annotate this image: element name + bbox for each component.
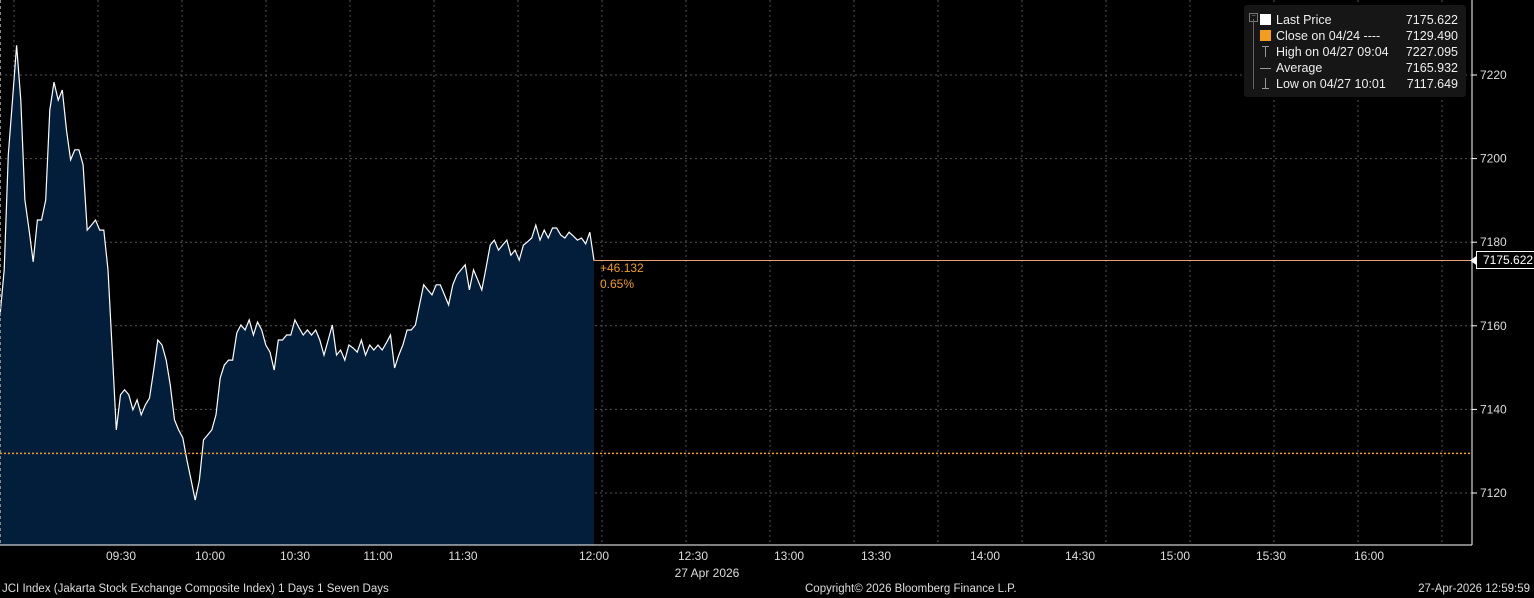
price-line (0, 45, 595, 501)
legend: − Last Price 7175.622 Close on 04/24 ---… (1244, 5, 1466, 97)
footer-timestamp: 27-Apr-2026 12:59:59 (1418, 583, 1530, 595)
low-marker-icon (1262, 78, 1269, 89)
footer-copyright: Copyright© 2026 Bloomberg Finance L.P. (805, 583, 1017, 595)
x-tick-label: 13:00 (774, 549, 804, 563)
legend-value: 7117.649 (1406, 77, 1458, 91)
average-marker-icon (1260, 68, 1271, 69)
x-tick-label: 16:00 (1354, 549, 1384, 563)
legend-value: 7175.622 (1405, 13, 1458, 27)
high-marker-icon (1262, 46, 1269, 57)
legend-label: High on 04/27 09:04 (1276, 45, 1389, 59)
x-tick-label: 11:00 (363, 549, 392, 563)
last-price-tag: 7175.622 (1476, 251, 1534, 269)
x-tick-label: 11:30 (448, 549, 477, 563)
y-tick-label: 7220 (1480, 68, 1507, 82)
legend-value: 7129.490 (1405, 29, 1458, 43)
white-square-icon (1260, 14, 1271, 25)
legend-item-average[interactable]: Average 7165.932 (1244, 60, 1462, 76)
x-tick-label: 13:30 (861, 549, 891, 563)
price-change-percent: 0.65% (600, 277, 635, 291)
x-tick-label: 14:00 (970, 549, 1000, 563)
price-area (0, 45, 594, 546)
price-change: +46.132 (600, 261, 644, 275)
legend-label: Average (1276, 61, 1323, 75)
legend-item-low[interactable]: Low on 04/27 10:01 7117.649 (1244, 76, 1462, 92)
legend-label: Low on 04/27 10:01 (1276, 77, 1386, 91)
x-tick-label: 15:00 (1160, 549, 1190, 563)
y-tick-label: 7200 (1480, 152, 1507, 166)
x-date-label: 27 Apr 2026 (675, 566, 740, 580)
orange-square-icon (1260, 30, 1271, 41)
legend-label: Close on 04/24 ---- (1276, 29, 1381, 43)
x-tick-label: 15:30 (1256, 549, 1286, 563)
y-tick-label: 7140 (1480, 402, 1507, 416)
legend-tree-lines (1253, 19, 1260, 89)
legend-item-close[interactable]: Close on 04/24 ---- 7129.490 (1244, 28, 1462, 44)
x-tick-label: 09:30 (106, 549, 136, 563)
legend-value: 7227.095 (1405, 45, 1458, 59)
footer-security-description: JCI Index (Jakarta Stock Exchange Compos… (2, 583, 389, 595)
x-tick-label: 12:30 (678, 549, 708, 563)
y-tick-label: 7120 (1480, 486, 1507, 500)
y-tick-label: 7180 (1480, 235, 1507, 249)
legend-item-last-price[interactable]: Last Price 7175.622 (1244, 12, 1462, 28)
x-tick-label: 10:00 (195, 549, 225, 563)
x-tick-label: 14:30 (1065, 549, 1095, 563)
legend-value: 7165.932 (1405, 61, 1458, 75)
price-tag-arrow-icon (1470, 255, 1477, 266)
x-tick-label: 12:00 (579, 549, 609, 563)
y-tick-label: 7160 (1480, 319, 1507, 333)
x-tick-label: 10:30 (280, 549, 310, 563)
legend-item-high[interactable]: High on 04/27 09:04 7227.095 (1244, 44, 1462, 60)
legend-label: Last Price (1276, 13, 1332, 27)
